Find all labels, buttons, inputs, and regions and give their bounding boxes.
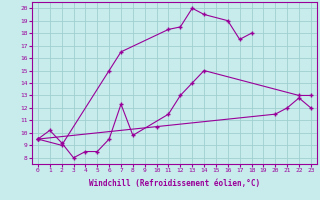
X-axis label: Windchill (Refroidissement éolien,°C): Windchill (Refroidissement éolien,°C) [89,179,260,188]
